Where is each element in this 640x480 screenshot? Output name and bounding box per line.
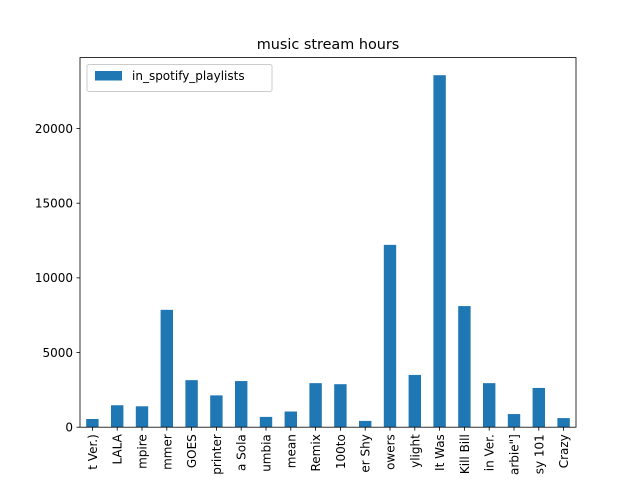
x-tick-label-16: in Ver. bbox=[483, 434, 497, 471]
x-tick-label-3: mmer bbox=[160, 434, 174, 470]
bar-4 bbox=[185, 380, 198, 428]
bar-5 bbox=[210, 395, 223, 428]
x-tick-label-2: mpire bbox=[136, 434, 150, 469]
x-tick-label-14: It Was bbox=[433, 434, 447, 471]
x-tick-label-11: er Shy bbox=[359, 434, 373, 472]
bar-19 bbox=[557, 418, 570, 428]
bars-group bbox=[86, 75, 570, 428]
bar-1 bbox=[111, 405, 124, 428]
bar-10 bbox=[334, 384, 347, 428]
bar-17 bbox=[507, 414, 521, 428]
y-tick-label-2: 10000 bbox=[35, 271, 73, 285]
bar-7 bbox=[259, 416, 273, 428]
x-axis: t Ver.) LALA mpire mmer GOES printer a Sola umb… bbox=[86, 427, 571, 475]
x-tick-label-13: ylight bbox=[408, 434, 422, 468]
legend-box bbox=[86, 64, 273, 92]
x-tick-label-0: t Ver.) bbox=[86, 434, 100, 470]
x-tick-label-7: umbia bbox=[260, 434, 274, 472]
bar-2 bbox=[135, 406, 149, 428]
x-tick-label-15: Kill Bill bbox=[458, 434, 472, 474]
bar-14 bbox=[433, 75, 446, 428]
x-tick-label-1: LALA bbox=[111, 433, 125, 464]
x-tick-label-9: Remix bbox=[309, 434, 323, 471]
bar-9 bbox=[309, 383, 322, 428]
bar-0 bbox=[86, 418, 99, 428]
bar-3 bbox=[160, 309, 173, 428]
x-tick-label-4: GOES bbox=[185, 434, 199, 468]
plot-frame bbox=[79, 57, 577, 428]
y-axis: 0 5000 10000 15000 20000 bbox=[35, 122, 80, 435]
chart-title: music stream hours bbox=[257, 37, 400, 53]
bar-8 bbox=[284, 411, 297, 428]
bar-11 bbox=[359, 420, 372, 428]
legend: in_spotify_playlists bbox=[86, 64, 273, 92]
bar-18 bbox=[532, 387, 545, 428]
x-tick-label-5: printer bbox=[210, 434, 224, 475]
y-tick-label-3: 15000 bbox=[35, 197, 73, 211]
x-tick-label-12: owers bbox=[384, 434, 398, 470]
y-tick-label-1: 5000 bbox=[42, 346, 73, 360]
bar-16 bbox=[483, 383, 496, 428]
bar-15 bbox=[458, 306, 471, 428]
x-tick-label-19: Crazy bbox=[557, 434, 571, 468]
legend-label: in_spotify_playlists bbox=[132, 69, 245, 83]
legend-swatch bbox=[95, 71, 122, 81]
x-tick-label-8: mean bbox=[284, 434, 298, 468]
x-tick-label-10: 100to bbox=[334, 434, 348, 469]
x-tick-label-6: a Sola bbox=[235, 434, 249, 471]
y-tick-label-4: 20000 bbox=[35, 122, 73, 136]
bar-12 bbox=[383, 244, 397, 428]
bar-6 bbox=[235, 381, 248, 428]
x-tick-label-18: sy 101 bbox=[532, 434, 546, 474]
y-tick-label-0: 0 bbox=[65, 421, 73, 435]
x-tick-label-17: arbie"] bbox=[508, 434, 522, 475]
bar-13 bbox=[408, 374, 421, 428]
